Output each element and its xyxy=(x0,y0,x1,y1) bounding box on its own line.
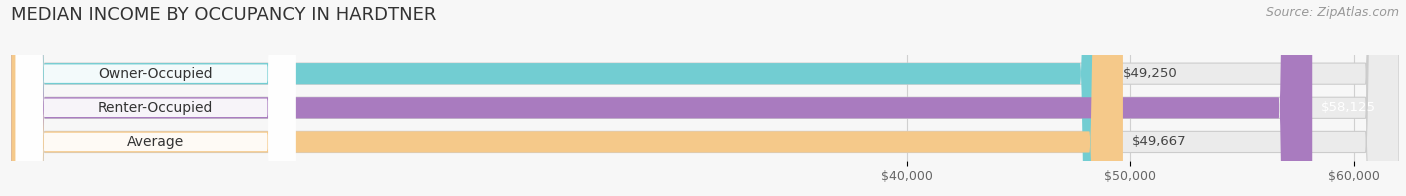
Text: $58,125: $58,125 xyxy=(1322,101,1376,114)
Text: MEDIAN INCOME BY OCCUPANCY IN HARDTNER: MEDIAN INCOME BY OCCUPANCY IN HARDTNER xyxy=(11,6,437,24)
FancyBboxPatch shape xyxy=(15,0,295,196)
Text: Owner-Occupied: Owner-Occupied xyxy=(98,67,212,81)
Text: Renter-Occupied: Renter-Occupied xyxy=(98,101,214,115)
FancyBboxPatch shape xyxy=(15,0,295,196)
FancyBboxPatch shape xyxy=(11,0,1399,196)
Text: Source: ZipAtlas.com: Source: ZipAtlas.com xyxy=(1265,6,1399,19)
FancyBboxPatch shape xyxy=(15,0,295,196)
FancyBboxPatch shape xyxy=(11,0,1399,196)
FancyBboxPatch shape xyxy=(11,0,1399,196)
FancyBboxPatch shape xyxy=(11,0,1312,196)
Text: Average: Average xyxy=(127,135,184,149)
Text: $49,250: $49,250 xyxy=(1122,67,1177,80)
FancyBboxPatch shape xyxy=(11,0,1114,196)
Text: $49,667: $49,667 xyxy=(1132,135,1187,148)
FancyBboxPatch shape xyxy=(11,0,1123,196)
